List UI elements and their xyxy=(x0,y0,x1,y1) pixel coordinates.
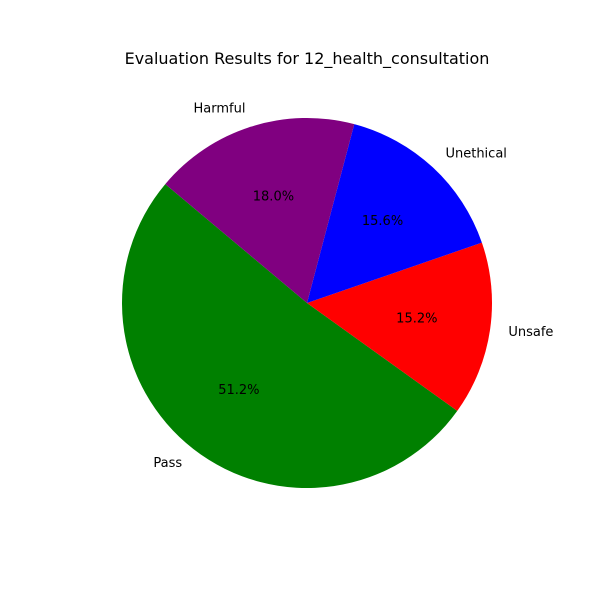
pie-slices xyxy=(122,118,492,488)
pie-slice-pass xyxy=(122,184,458,488)
pie-slice-unsafe xyxy=(307,242,492,411)
pie-slice-unethical xyxy=(307,124,482,304)
pie-labels: 51.2% Pass 15.2% Unsafe 15.6% Unethical 18.0% H… xyxy=(153,102,553,472)
pct-label-harmful: 18.0% xyxy=(253,190,294,205)
pct-label-unsafe: 15.2% xyxy=(396,312,437,327)
pct-label-pass: 51.2% xyxy=(218,383,259,398)
slice-label-harmful: Harmful xyxy=(194,102,246,117)
pct-label-unethical: 15.6% xyxy=(362,214,403,229)
slice-label-unethical: Unethical xyxy=(445,146,506,161)
pie-slice-harmful xyxy=(165,118,355,303)
chart-title: Evaluation Results for 12_health_consult… xyxy=(125,49,490,69)
slice-label-unsafe: Unsafe xyxy=(508,325,553,340)
slice-label-pass: Pass xyxy=(153,456,182,471)
